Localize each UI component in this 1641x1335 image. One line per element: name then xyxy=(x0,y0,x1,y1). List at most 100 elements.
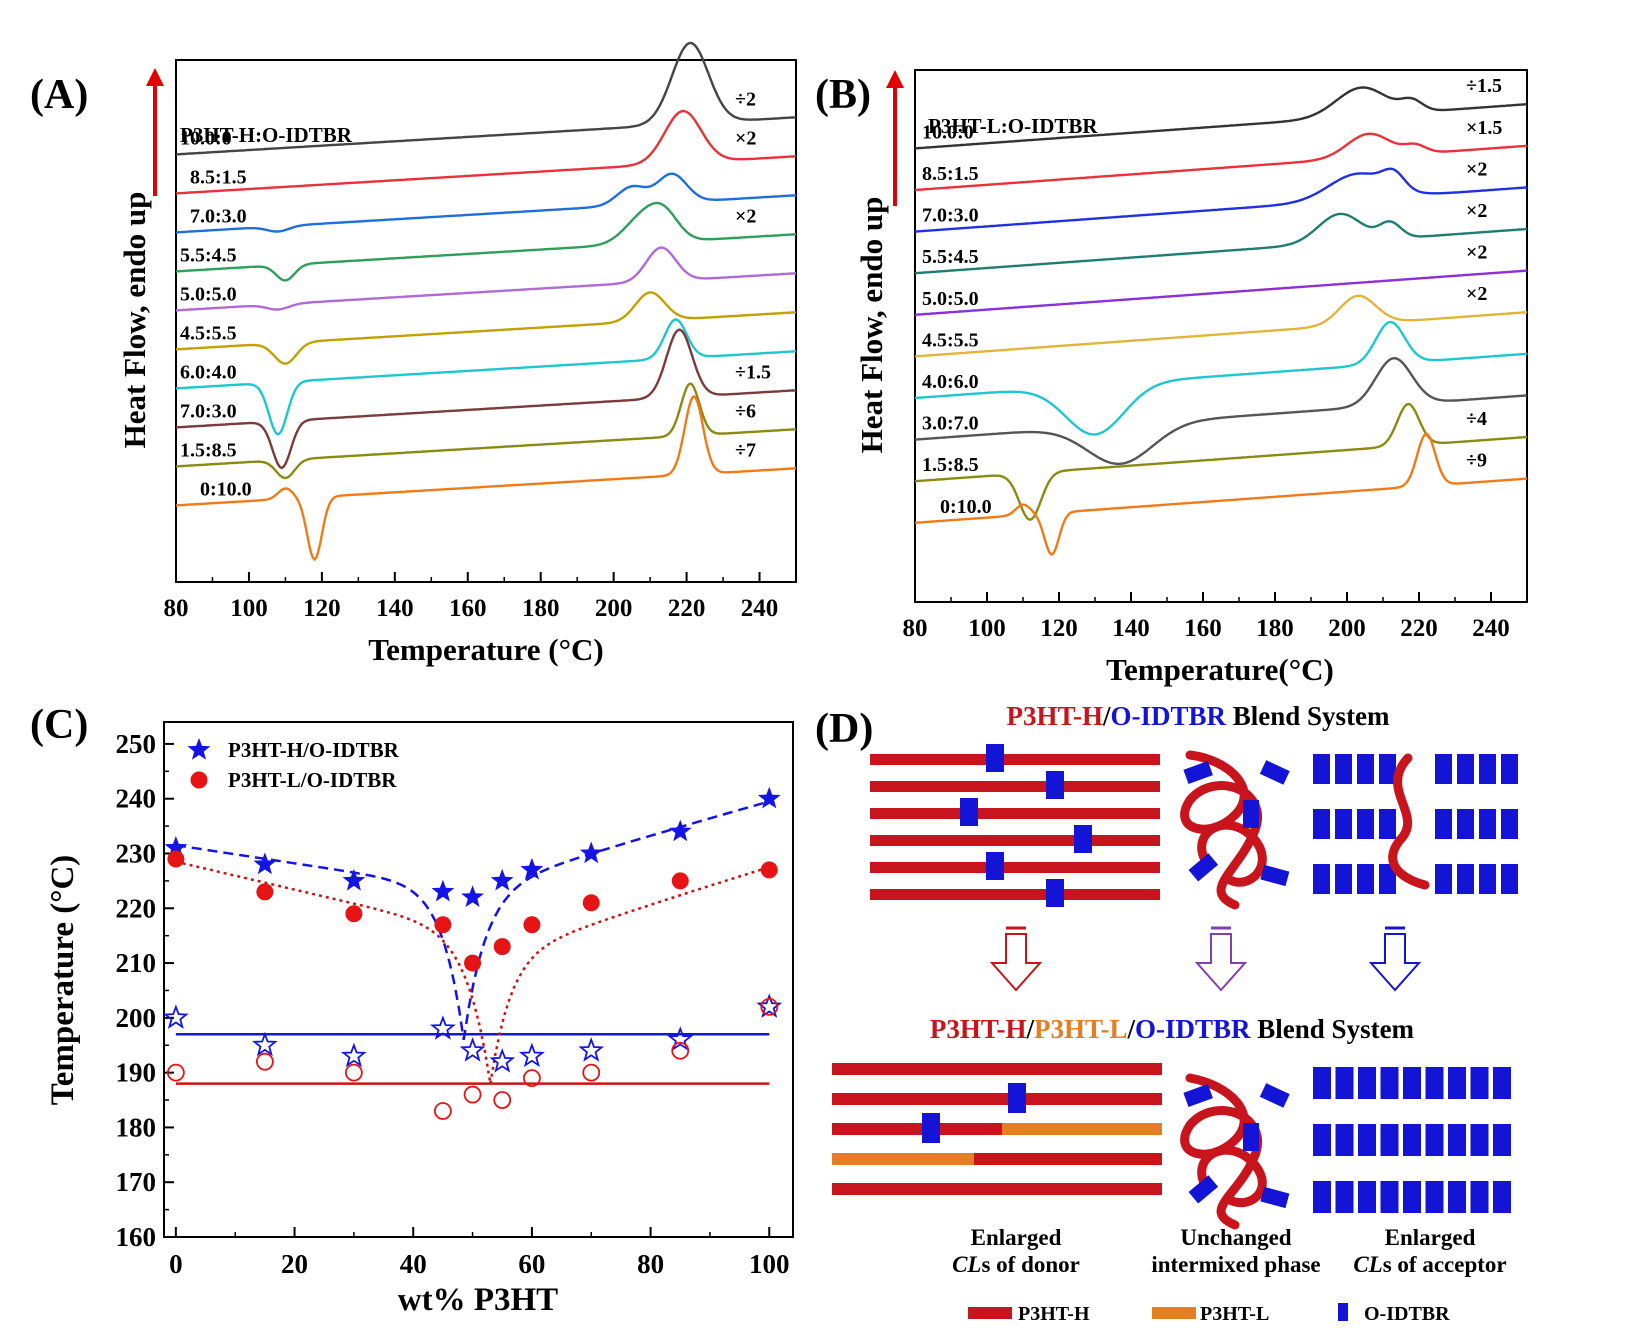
legend-label-p3ht-l: P3HT-L/O-IDTBR xyxy=(228,768,397,792)
acceptor-block xyxy=(1379,809,1396,839)
acceptor-block xyxy=(1335,1067,1354,1099)
x-tick-label: 60 xyxy=(518,1249,545,1279)
x-tick-label: 40 xyxy=(400,1249,427,1279)
dsc-curve-7-0-3-0 xyxy=(175,328,797,470)
acceptor-block xyxy=(1479,864,1496,894)
title-o-idtbr: O-IDTBR xyxy=(1111,701,1227,731)
liquidus-fit-right xyxy=(489,866,770,1084)
dsc-curve-5-0-5-0 xyxy=(175,246,797,312)
acceptor-block xyxy=(1313,754,1330,784)
acceptor-block xyxy=(1435,864,1452,894)
acceptor-block xyxy=(1470,1124,1489,1156)
panel-d-schematic: (D) P3HT-H/O-IDTBR Blend System xyxy=(815,701,1518,1325)
x-axis-b: 80 100 120 140 160 180 200 220 240 xyxy=(903,592,1510,642)
legend-label-p3ht-l: P3HT-L xyxy=(1200,1303,1269,1325)
circle-marker xyxy=(345,905,363,923)
star-marker xyxy=(579,841,603,864)
curve-label: 5.5:4.5 xyxy=(922,246,979,268)
circle-marker xyxy=(434,916,452,934)
curve-label: 4.5:5.5 xyxy=(180,322,237,344)
star-marker xyxy=(431,879,455,902)
scale-factor-label: ÷1.5 xyxy=(735,361,771,383)
liquidus-fit-left xyxy=(175,860,492,1084)
y-tick-label: 220 xyxy=(116,893,157,923)
y-axis-label-c: Temperature (°C) xyxy=(45,855,81,1106)
circle-marker xyxy=(671,872,689,890)
acceptor-block xyxy=(1425,1181,1444,1213)
star-marker xyxy=(757,786,781,809)
data-points-c xyxy=(162,786,783,1120)
y-tick-label: 160 xyxy=(116,1222,157,1252)
scale-factor-label: ÷4 xyxy=(1466,408,1487,430)
acceptor-block xyxy=(1313,864,1330,894)
acceptor-block xyxy=(1457,864,1474,894)
title-p3ht-l: P3HT-L xyxy=(1034,1014,1128,1044)
chart-title-b: P3HT-L:O-IDTBR xyxy=(928,114,1098,138)
open-star-marker xyxy=(459,1037,486,1062)
acceptor-block xyxy=(1457,809,1474,839)
open-star-marker xyxy=(578,1037,605,1062)
circle-marker xyxy=(190,771,208,789)
x-tick-label: 100 xyxy=(230,595,268,622)
chart-title-a: P3HT-H:O-IDTBR xyxy=(180,123,353,147)
x-tick-label: 200 xyxy=(1328,615,1366,642)
acceptor-block xyxy=(1335,1181,1354,1213)
star-marker xyxy=(253,852,277,875)
y-tick-label: 170 xyxy=(116,1167,157,1197)
dsc-curve-5-5-4-5 xyxy=(914,212,1528,275)
dsc-curve-4-5-5-5 xyxy=(175,291,797,365)
acceptor-block xyxy=(1435,754,1452,784)
scale-factor-label: ÷6 xyxy=(735,400,756,422)
scale-factor-label: ÷7 xyxy=(735,439,756,461)
curve-label: 8.5:1.5 xyxy=(190,166,247,188)
bottom-blend-title: P3HT-H/P3HT-L/O-IDTBR Blend System xyxy=(930,1014,1415,1044)
curve-label: 5.0:5.0 xyxy=(922,288,979,310)
acceptor-block xyxy=(1335,809,1352,839)
bottom-donor-lamellae xyxy=(832,1063,1162,1195)
curves-b: 10.0:0 ÷1.5 8.5:1.5 ×1.5 7.0:3.0 ×2 5.5:4.5 ×2 5… xyxy=(914,75,1528,556)
open-star-marker xyxy=(518,1042,545,1068)
circle-marker xyxy=(582,894,600,912)
title-blend-system: Blend System xyxy=(1251,1014,1415,1044)
open-circle-marker xyxy=(523,1069,541,1088)
star-marker xyxy=(668,819,692,842)
acceptor-block xyxy=(1313,1124,1331,1156)
hollow-arrow-mixed xyxy=(1194,926,1248,992)
star-marker xyxy=(187,738,211,760)
curve-label: 0:10.0 xyxy=(940,496,992,518)
caption-donor-line2: CLs of donor xyxy=(952,1252,1080,1277)
x-tick-label: 80 xyxy=(637,1249,664,1279)
curve-label: 7.0:3.0 xyxy=(180,400,237,422)
circle-marker xyxy=(523,916,541,934)
open-circle-marker xyxy=(463,1085,482,1104)
legend-swatch-p3ht-l xyxy=(1152,1307,1196,1319)
open-star-marker xyxy=(251,1031,278,1057)
hollow-arrow-donor xyxy=(989,926,1043,992)
title-slash: / xyxy=(1102,701,1111,731)
x-axis-label-b: Temperature(°C) xyxy=(1106,652,1334,687)
bottom-acceptor-crystals xyxy=(1313,1067,1511,1213)
caption-acceptor-line2: CLs of acceptor xyxy=(1353,1252,1506,1277)
acceptor-block xyxy=(1379,754,1396,784)
curve-label: 10.0:0 xyxy=(180,127,232,149)
curve-label: 1.5:8.5 xyxy=(180,439,237,461)
y-axis-label-b: Heat Flow, endo up xyxy=(854,197,889,454)
x-tick-label: 160 xyxy=(1184,615,1222,642)
title-p3ht-h: P3HT-H xyxy=(1006,701,1103,731)
x-tick-label: 0 xyxy=(169,1249,183,1279)
dsc-curve-8-5-1-5 xyxy=(914,132,1528,192)
open-star-marker xyxy=(340,1042,367,1068)
plot-frame-b xyxy=(914,69,1528,603)
legend-c: P3HT-H/O-IDTBR P3HT-L/O-IDTBR xyxy=(187,738,400,792)
x-tick-label: 220 xyxy=(668,595,706,622)
y-tick-label: 250 xyxy=(116,729,157,759)
caption-acceptor-line1: Enlarged xyxy=(1385,1225,1476,1250)
x-tick-label: 100 xyxy=(749,1249,790,1279)
star-marker xyxy=(490,868,514,891)
x-tick-label: 120 xyxy=(303,595,341,622)
y-tick-label: 200 xyxy=(116,1003,157,1033)
acceptor-block xyxy=(1358,1181,1376,1213)
scale-factor-label: ×2 xyxy=(735,205,756,227)
y-axis-label-a: Heat Flow, endo up xyxy=(117,192,152,449)
